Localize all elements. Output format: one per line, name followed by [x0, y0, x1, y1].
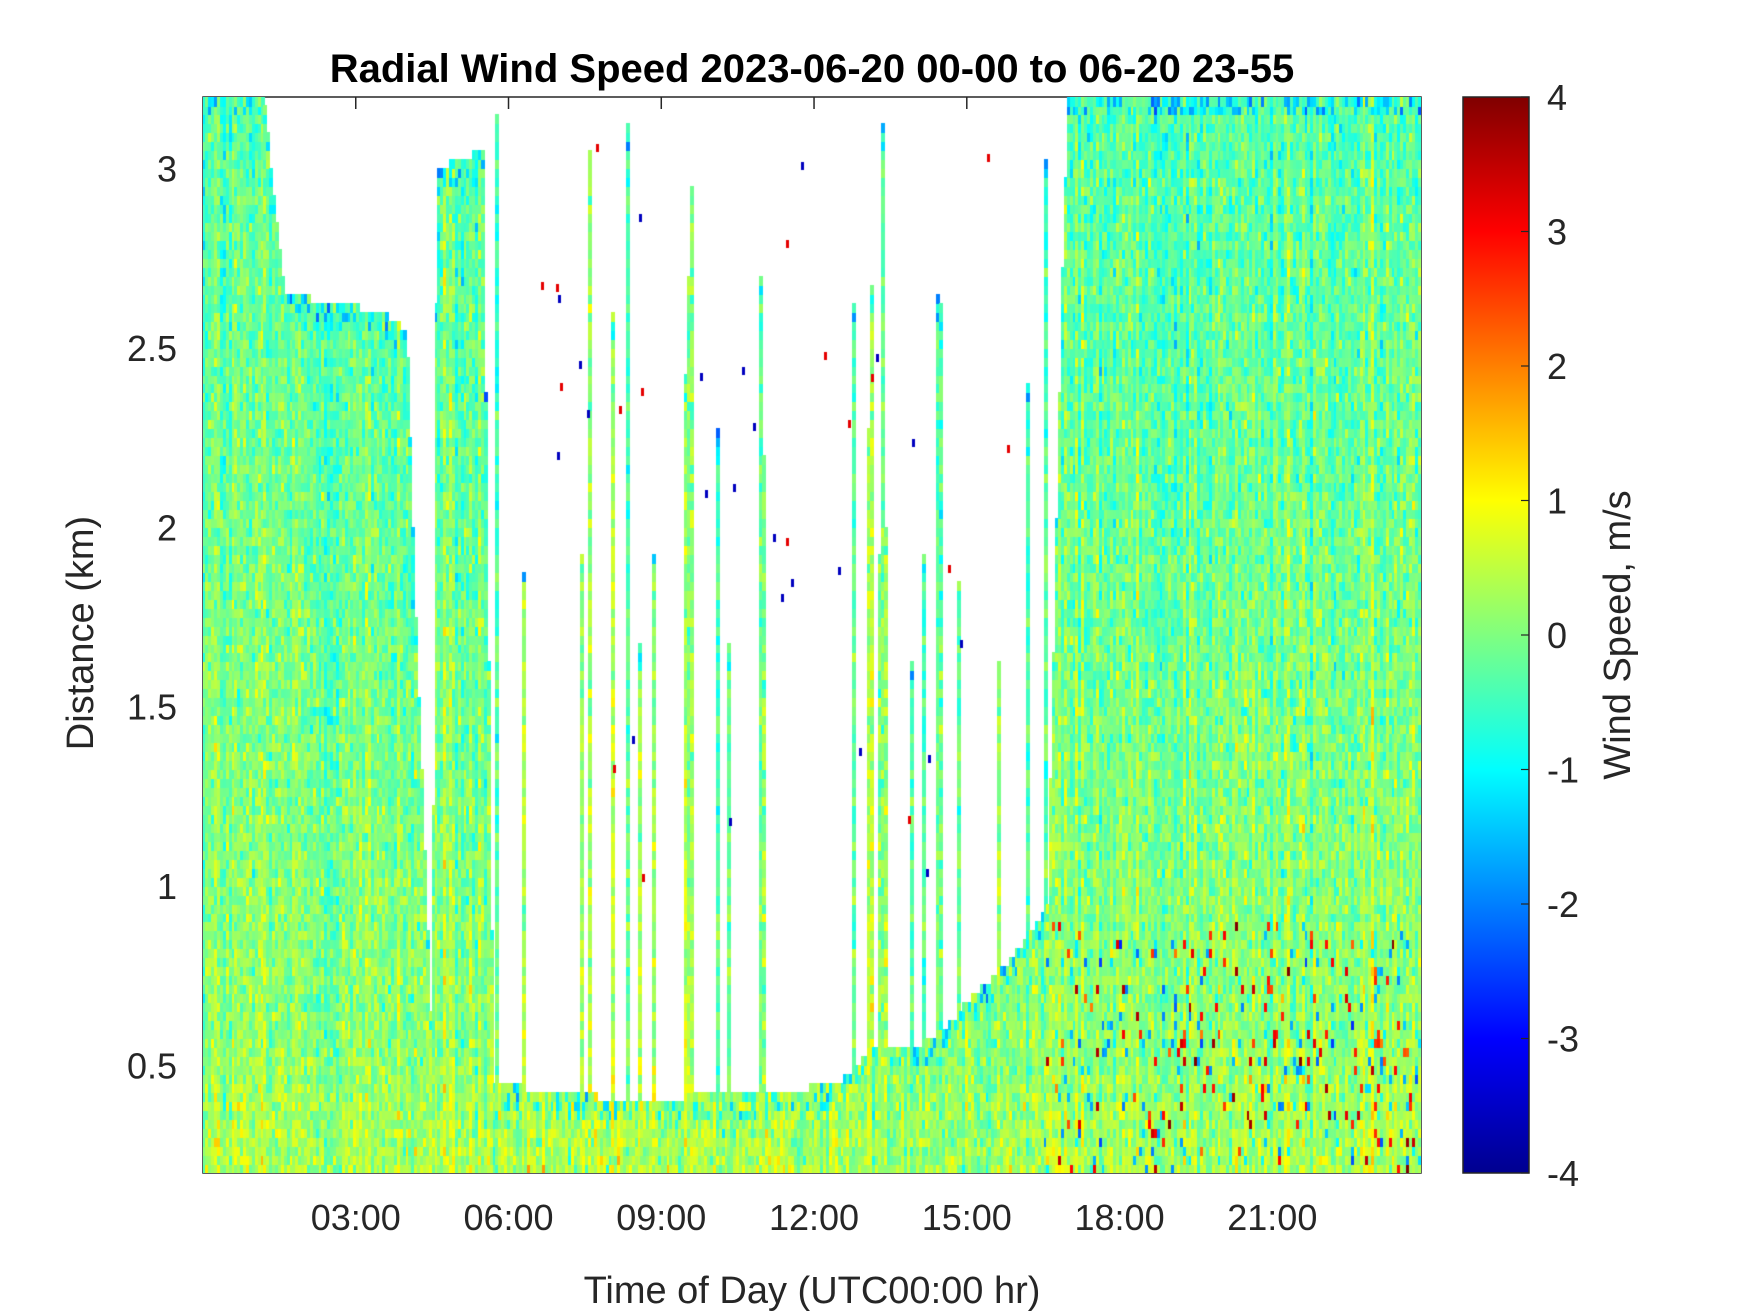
x-tick-label: 06:00 — [463, 1197, 553, 1238]
colorbar-tick-label: 2 — [1547, 346, 1567, 387]
y-tick-label: 0.5 — [127, 1045, 177, 1086]
y-tick-label: 1.5 — [127, 687, 177, 728]
y-axis-label: Distance (km) — [60, 516, 102, 750]
x-axis-ticks: 03:00 06:00 09:00 12:00 15:00 18:00 21:00 — [311, 97, 1317, 1238]
x-tick-label: 03:00 — [311, 1197, 401, 1238]
y-tick-label: 2 — [157, 507, 177, 548]
colorbar-label: Wind Speed, m/s — [1597, 490, 1639, 779]
colorbar-ticks: -4 -3 -2 -1 0 1 2 3 4 — [1521, 77, 1579, 1194]
colorbar-tick-label: -1 — [1547, 750, 1579, 791]
x-tick-label: 15:00 — [922, 1197, 1012, 1238]
y-tick-label: 2.5 — [127, 328, 177, 369]
colorbar-tick-label: 0 — [1547, 615, 1567, 656]
y-tick-label: 3 — [157, 149, 177, 190]
colorbar — [1462, 96, 1530, 1174]
x-tick-label: 09:00 — [616, 1197, 706, 1238]
colorbar-tick-label: -2 — [1547, 884, 1579, 925]
colorbar-tick-label: 4 — [1547, 77, 1567, 118]
y-axis-ticks: 0.5 1 1.5 2 2.5 3 — [127, 149, 1421, 1086]
x-axis-label: Time of Day (UTC00:00 hr) — [584, 1270, 1041, 1312]
x-tick-label: 21:00 — [1227, 1197, 1317, 1238]
colorbar-tick-label: -3 — [1547, 1019, 1579, 1060]
heatmap-canvas — [203, 97, 1421, 1173]
colorbar-tick-label: 1 — [1547, 481, 1567, 522]
x-tick-label: 12:00 — [769, 1197, 859, 1238]
x-tick-label: 18:00 — [1075, 1197, 1165, 1238]
colorbar-tick-label: 3 — [1547, 212, 1567, 253]
colorbar-tick-label: -4 — [1547, 1153, 1579, 1194]
chart-title: Radial Wind Speed 2023-06-20 00-00 to 06… — [330, 47, 1295, 91]
y-tick-label: 1 — [157, 866, 177, 907]
